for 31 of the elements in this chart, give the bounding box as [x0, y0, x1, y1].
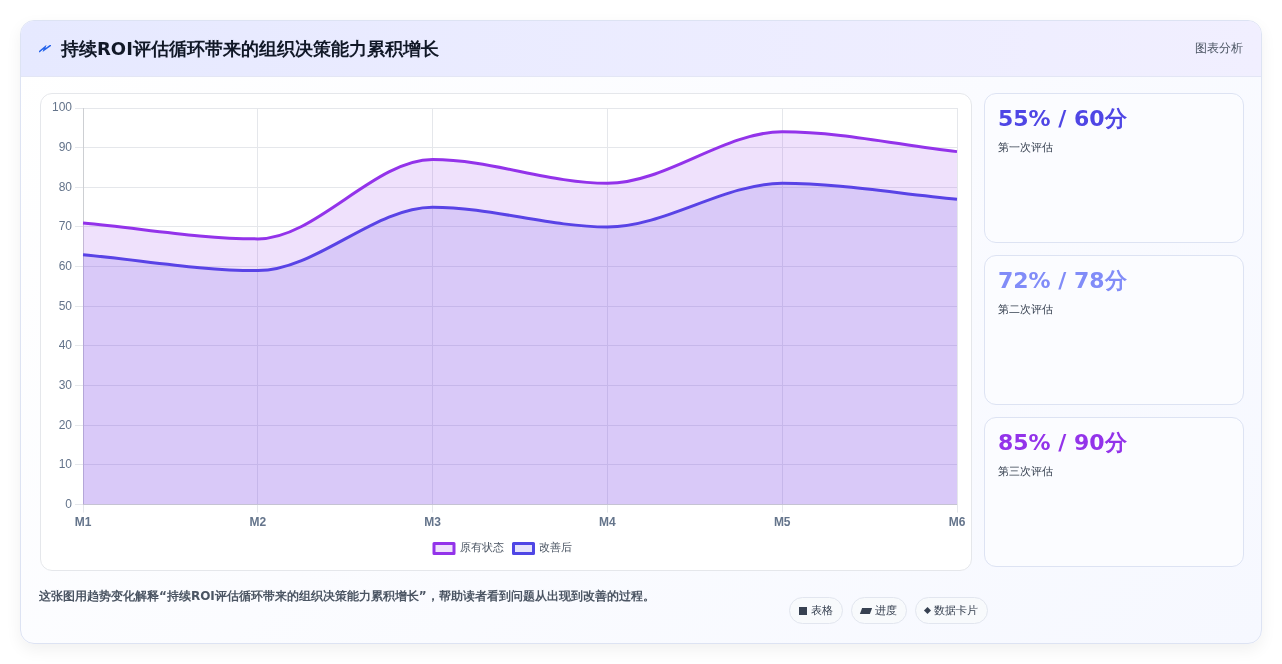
y-tick-label: 60 — [58, 258, 73, 273]
y-tick-label: 80 — [58, 179, 73, 194]
legend-label: 原有状态 — [459, 541, 504, 555]
text: 第三次评估 — [998, 464, 1054, 479]
text: 72% / 78分 — [998, 267, 1128, 295]
text: 表格 — [811, 603, 833, 618]
y-tick-label: 30 — [58, 377, 73, 392]
y-tick-label: 40 — [58, 338, 73, 353]
y-tick-label: 10 — [58, 457, 73, 472]
text: 进度 — [875, 603, 897, 618]
chart-title: 持续ROI评估循环带来的组织决策能力累积增长 — [61, 36, 439, 61]
y-tick-label: 90 — [58, 139, 73, 154]
y-tick-label: 100 — [51, 100, 73, 115]
x-tick-label: M3 — [424, 515, 442, 530]
x-tick-label: M2 — [249, 515, 267, 530]
text: 55% / 60分 — [998, 105, 1128, 133]
text: 数据卡片 — [934, 603, 978, 618]
y-tick-label: 50 — [58, 298, 73, 313]
x-tick-label: M1 — [74, 515, 92, 530]
legend-label: 改善后 — [539, 541, 572, 555]
y-tick-label: 20 — [58, 417, 73, 432]
x-tick-label: M6 — [948, 515, 966, 530]
y-tick-label: 70 — [58, 219, 73, 234]
text: 图表分析 — [1195, 40, 1243, 57]
x-tick-label: M5 — [773, 515, 791, 530]
text: 第二次评估 — [998, 302, 1054, 317]
text: 85% / 90分 — [998, 429, 1128, 457]
text: 第一次评估 — [998, 140, 1054, 155]
x-tick-label: M4 — [599, 515, 617, 530]
text: 这张图用趋势变化解释“持续ROI评估循环带来的组织决策能力累积增长”，帮助读者看到问题从出现到改善的过程。 — [39, 588, 656, 605]
y-tick-label: 0 — [65, 496, 73, 511]
